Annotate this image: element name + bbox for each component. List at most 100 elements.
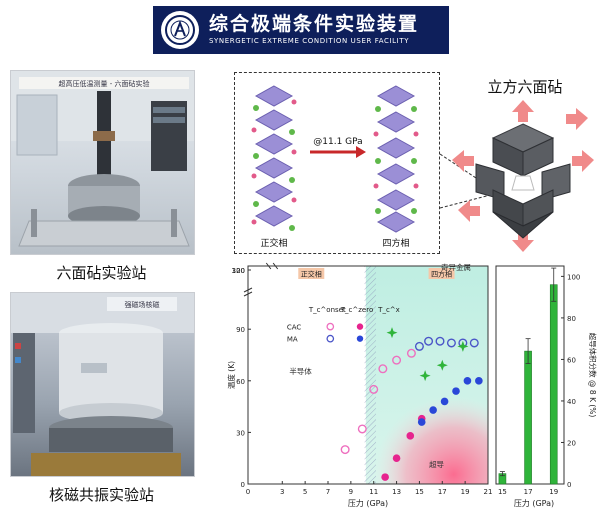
data-point-cac-onset <box>378 364 388 374</box>
bar-y-tick-label: 40 <box>567 398 576 406</box>
x-axis-break-mark <box>272 262 279 270</box>
phase-left-label: 正交相 <box>260 237 287 249</box>
legend-row-ma: MA <box>287 336 298 344</box>
volume-fraction-bar-chart: 0 20 40 60 80 100 15 17 19 压力 (GPa) 超导体积分数 @ 8 K (… <box>495 265 598 508</box>
data-point-cac-onset <box>357 424 367 434</box>
region-label-superconductor: 超导 <box>429 460 444 469</box>
region-label-strange-metal: 奇异金属 <box>441 262 471 272</box>
bar-x-tick-label: 15 <box>498 488 507 496</box>
data-point-cac-star <box>419 370 431 382</box>
data-point-cac-onset <box>406 348 416 358</box>
x-tick-label: 13 <box>392 488 401 496</box>
force-arrows <box>452 100 594 252</box>
data-point-ma-onset <box>435 336 445 346</box>
x-tick-label: 3 <box>280 488 284 496</box>
plot-frame <box>247 265 489 485</box>
y-axis-label: 温度 (K) <box>226 361 236 389</box>
legend-header-star: T_c^x <box>377 306 400 314</box>
legend-marker-ma-zero <box>356 335 364 342</box>
bar-x-tick-label: 17 <box>524 488 533 496</box>
x-tick-label: 9 <box>349 488 353 496</box>
banner-title: 综合极端条件实验装置 <box>209 13 420 35</box>
phase-right-label: 四方相 <box>382 237 409 249</box>
data-point-ma-zero <box>475 377 483 385</box>
x-tick-label: 15 <box>415 488 424 496</box>
data-point-cac-zero <box>392 454 401 462</box>
x-tick-label: 17 <box>438 488 447 496</box>
data-point-cac-star <box>386 327 398 339</box>
data-point-cac-zero <box>406 432 415 440</box>
data-point-cac-zero <box>381 473 389 481</box>
y-axis-break-mark <box>243 287 253 293</box>
x-tick-label: 21 <box>484 488 492 496</box>
nmr-station-photo: 强磁场核磁 <box>10 292 195 477</box>
y-axis-break-mark <box>243 291 253 297</box>
y-tick-label: 0 <box>241 481 245 489</box>
caption-cubic-anvil-station: 六面砧实验站 <box>56 264 147 282</box>
y-tick-label: 30 <box>236 429 245 437</box>
data-point-cac-onset <box>369 384 379 394</box>
photo1-sign: 超高压低温测量 - 六面砧实验 <box>59 79 150 88</box>
data-point-ma-zero <box>417 418 426 426</box>
bar-y-tick-label: 60 <box>567 356 576 364</box>
y-tick-label: 90 <box>236 326 245 334</box>
tetragonal-label-bg <box>428 268 455 279</box>
bar-x-tick-label: 19 <box>549 488 558 496</box>
bar-17 <box>524 350 532 485</box>
orthorhombic-label-bg <box>298 268 325 279</box>
cubic-anvil-station-photo: 超高压低温测量 - 六面砧实验 <box>10 70 195 255</box>
tetragonal-structure <box>373 85 419 233</box>
pressure-label: @11.1 GPa <box>313 137 362 147</box>
y-tick-label: 60 <box>236 378 245 386</box>
region-label-semiconductor: 半导体 <box>289 366 312 376</box>
data-point-ma-onset <box>424 336 434 346</box>
legend-marker-cac-zero <box>356 323 364 330</box>
bar-y-tick-label: 0 <box>567 481 571 489</box>
transition-arrow <box>310 146 366 158</box>
x-tick-label: 19 <box>461 488 470 496</box>
data-point-cac-onset <box>340 445 350 455</box>
data-point-ma-zero <box>463 377 472 385</box>
data-point-cac-star <box>457 340 469 352</box>
y-tick-label: 300 <box>232 267 245 275</box>
x-tick-label: 11 <box>369 488 378 496</box>
legend-header-onset: T_c^onset <box>308 306 346 314</box>
bar-y-tick-label: 20 <box>567 439 576 447</box>
banner-subtitle: SYNERGETIC EXTREME CONDITION USER FACILI… <box>209 37 410 45</box>
data-point-ma-onset <box>446 338 456 348</box>
photo2-sign: 强磁场核磁 <box>125 300 160 309</box>
data-point-ma-zero <box>429 406 437 414</box>
x-axis-break-mark <box>265 262 272 270</box>
legend-marker-cac-onset <box>326 322 335 331</box>
data-point-ma-onset <box>469 338 479 348</box>
x-axis-label: 压力 (GPa) <box>348 498 388 508</box>
facility-banner: 综合极端条件实验装置 SYNERGETIC EXTREME CONDITION … <box>153 6 449 54</box>
bar-y-tick-label: 80 <box>567 315 576 323</box>
leader-lines <box>439 153 495 209</box>
semiconductor-region <box>248 266 366 484</box>
x-tick-label: 5 <box>303 488 307 496</box>
region-label-tetragonal: 四方相 <box>431 270 452 279</box>
legend-marker-ma-onset <box>326 334 335 343</box>
anvil-blocks <box>475 123 571 239</box>
data-point-ma-zero <box>452 387 460 395</box>
crystal-structure-figure: @11.1 GPa 正交相 四方相 <box>251 85 419 249</box>
data-point-cac-onset <box>392 355 402 365</box>
x-tick-label: 7 <box>326 488 330 496</box>
data-point-ma-onset <box>414 341 424 351</box>
caption-nmr-station: 核磁共振实验站 <box>48 486 154 504</box>
facility-logo-icon <box>161 11 199 49</box>
crystal-structure-panel <box>234 72 440 254</box>
legend-row-cac: CAC <box>287 324 302 332</box>
x-tick-label: 0 <box>246 488 250 496</box>
cubic-anvil-illustration <box>452 100 594 252</box>
anvil-title: 立方六面砧 <box>487 78 563 96</box>
orthorhombic-structure <box>251 85 297 231</box>
region-label-orthorhombic: 正交相 <box>301 270 322 279</box>
bar-x-axis-label: 压力 (GPa) <box>514 498 554 508</box>
bar-19 <box>549 284 558 485</box>
bar-y-axis-label: 超导体积分数 @ 8 K (%) <box>588 333 598 418</box>
transition-hatch <box>364 266 376 484</box>
data-point-cac-star <box>436 359 448 371</box>
